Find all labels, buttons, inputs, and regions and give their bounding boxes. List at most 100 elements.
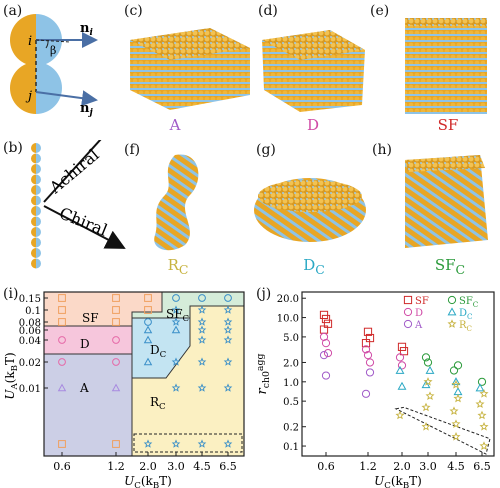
phase-point (197, 317, 207, 326)
phase-point (112, 336, 120, 344)
data-point (321, 314, 331, 324)
phase-point (112, 306, 120, 314)
data-point (449, 366, 459, 375)
x-tick-label: 0.6 (317, 460, 335, 473)
data-point (399, 347, 409, 356)
data-point (363, 351, 373, 360)
phase-point (58, 358, 66, 366)
chain-bead (31, 206, 41, 216)
j-label: j (25, 89, 32, 104)
region-label: SF (82, 311, 99, 325)
region-a (44, 354, 132, 456)
phase-label-g: DC (303, 256, 325, 277)
phase-point (171, 317, 181, 326)
panel-label-b: (b) (3, 140, 23, 156)
achiral-arrow (43, 140, 102, 203)
region-label: DC (150, 343, 167, 360)
phase-point (143, 325, 153, 334)
chiral-arrow (43, 205, 126, 249)
chain-bead (31, 216, 42, 227)
data-point (397, 361, 407, 370)
phase-point (144, 294, 152, 302)
region-rc (132, 306, 244, 456)
panel-label-i: (i) (3, 286, 19, 302)
phase-point (58, 306, 66, 314)
structures (130, 18, 488, 251)
phase-point (144, 318, 152, 326)
chain-diagram: Achiral Chiral (31, 140, 126, 269)
y-tick-label: 0.08 (19, 318, 41, 329)
data-point (475, 383, 485, 392)
structure-g (254, 178, 366, 242)
phase-diagram-chart: SF D A SFC DC RC 0.6 1.2 2.0 3.0 4.5 6.5 0.150.10.08… (3, 291, 245, 488)
chain-bead (31, 185, 41, 195)
y-axis-label: UA(kBT) (3, 352, 20, 399)
phase-point (198, 294, 206, 302)
panel-label-d: (d) (258, 3, 278, 19)
phase-point (58, 440, 66, 448)
data-point (453, 361, 463, 370)
y-tick-label: 1.0 (283, 378, 299, 389)
phase-point (58, 318, 66, 326)
beta-label: β (50, 44, 56, 57)
phase-point (143, 335, 153, 344)
region-label: D (80, 337, 90, 351)
phase-point (223, 317, 233, 326)
x-tick-label: 4.5 (447, 460, 465, 473)
chain-bead (31, 258, 42, 269)
panel-label-j: (j) (256, 286, 272, 302)
phase-point (144, 306, 152, 314)
phase-point (111, 383, 121, 392)
phase-label-f: RC (167, 256, 189, 277)
data-point (321, 339, 331, 348)
sphere-j (10, 62, 62, 114)
phase-point (57, 383, 67, 392)
phase-point (171, 325, 181, 334)
panel-label-h: (h) (372, 142, 392, 158)
phase-point (223, 383, 233, 392)
phase-point (143, 439, 153, 448)
region-sfc (132, 292, 244, 318)
data-point (321, 371, 331, 380)
structure-e (405, 18, 487, 114)
chain-bead (31, 195, 42, 206)
data-point (397, 342, 407, 351)
data-point (361, 339, 371, 348)
phase-point (58, 336, 66, 344)
y-tick-label: 0.1 (283, 442, 299, 453)
data-point (397, 381, 407, 390)
panel-label-f: (f) (124, 142, 141, 158)
phase-point (171, 383, 181, 392)
phase-point (112, 318, 120, 326)
phase-point (197, 383, 207, 392)
x-axis-label: UC(kBT) (124, 474, 172, 488)
y-tick-label: 0.2 (283, 423, 299, 434)
phase-point (197, 357, 207, 366)
x-tick-label: 6.5 (473, 460, 491, 473)
y-tick-label: 0.1 (25, 306, 41, 317)
nj-label: nj (80, 101, 93, 118)
phase-label-c: A (169, 116, 181, 134)
data-point (479, 389, 489, 398)
phase-point (143, 357, 153, 366)
phase-point (172, 294, 180, 302)
y-tick-label: 0.5 (283, 397, 299, 408)
region-label: SFC (166, 307, 190, 324)
bead-chain (31, 143, 42, 269)
y-tick-label: 0.06 (19, 326, 41, 337)
x-tick-label: 6.5 (219, 460, 237, 473)
data-point (421, 421, 431, 431)
x-tick-label: 1.2 (359, 460, 377, 473)
data-point (479, 421, 489, 431)
data-point (423, 377, 433, 386)
panel-label-c: (c) (124, 3, 143, 19)
x-tick-label: 0.6 (53, 460, 71, 473)
data-point (421, 353, 431, 362)
phase-point (223, 439, 233, 448)
phase-point (223, 325, 233, 334)
y-tick-label: 2.0 (283, 358, 299, 369)
phase-point (197, 439, 207, 448)
phase-point (112, 294, 120, 302)
phase-label-d: D (306, 116, 320, 134)
phase-point (171, 357, 181, 366)
